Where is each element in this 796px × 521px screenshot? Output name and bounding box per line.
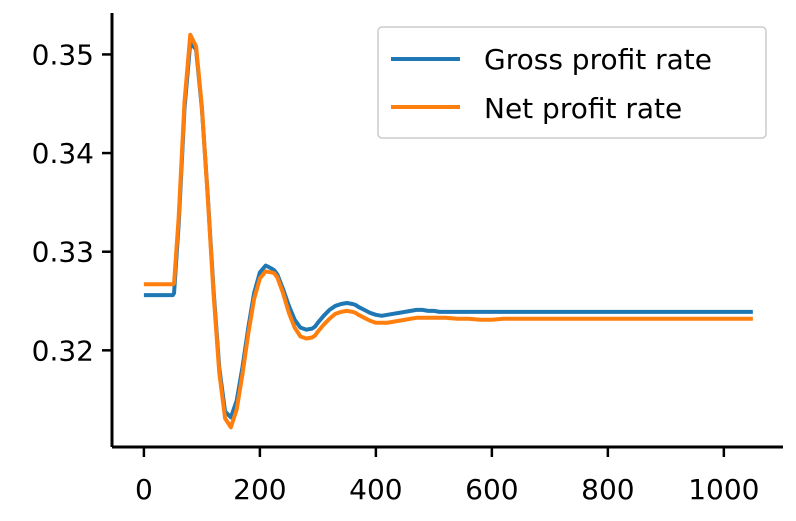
legend-frame	[377, 26, 767, 139]
series-line-gross-profit-rate	[143, 40, 753, 420]
x-tick-label: 600	[465, 473, 518, 506]
legend-label-net-profit-rate: Net profit rate	[484, 92, 682, 125]
x-ticks: 0 200 400 600 800 1000	[135, 447, 759, 506]
x-tick-label: 0	[135, 473, 153, 506]
x-tick-label: 400	[349, 473, 402, 506]
y-tick-label: 0.35	[32, 38, 94, 71]
y-tick-label: 0.32	[32, 334, 94, 367]
x-tick-label: 200	[233, 473, 286, 506]
legend-label-gross-profit-rate: Gross profit rate	[484, 43, 712, 76]
legend: Gross profit rate Net profit rate	[377, 26, 767, 139]
series-layer	[143, 32, 753, 430]
x-tick-label: 1000	[688, 473, 759, 506]
x-tick-label: 800	[581, 473, 634, 506]
y-tick-label: 0.33	[32, 236, 94, 269]
y-tick-label: 0.34	[32, 137, 94, 170]
y-ticks: 0.32 0.33 0.34 0.35	[32, 38, 112, 367]
series-line-net-profit-rate	[143, 32, 753, 430]
axes-layer	[110, 13, 783, 449]
